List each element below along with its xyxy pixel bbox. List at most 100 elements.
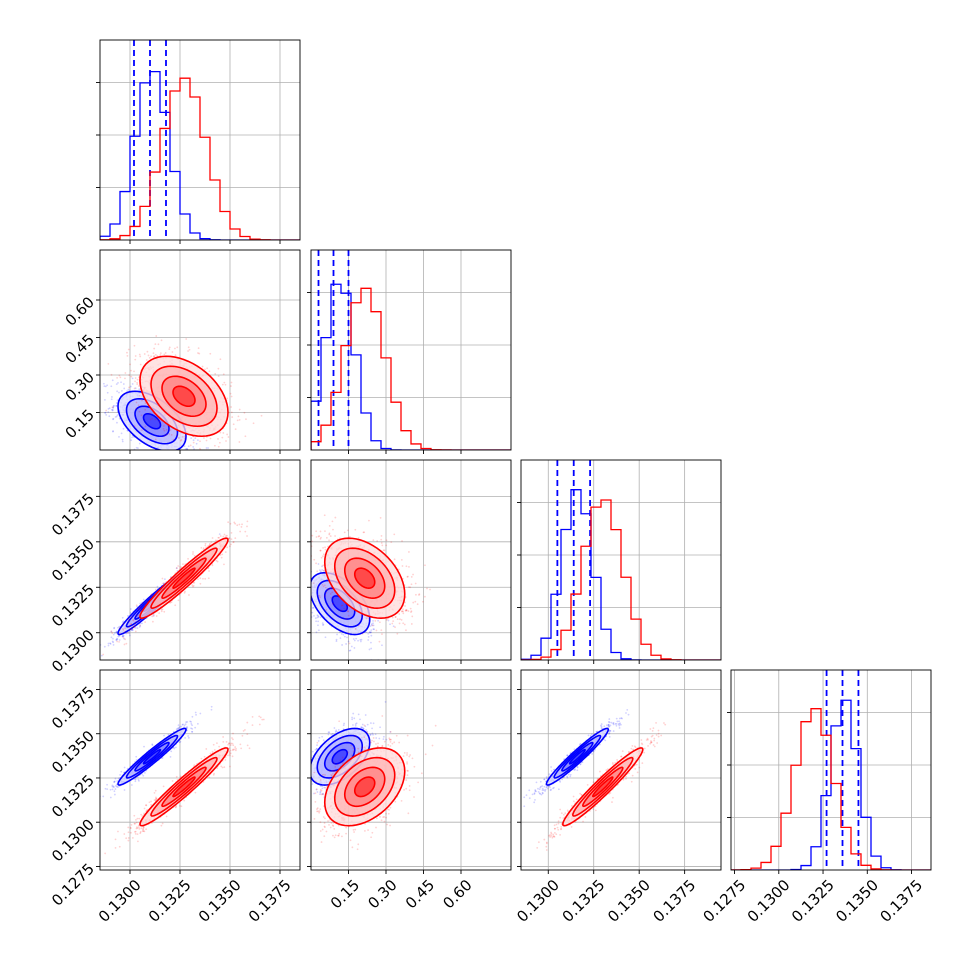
sample-point [165, 428, 168, 431]
sample-point [306, 548, 308, 550]
sample-point [221, 436, 224, 439]
sample-point [230, 406, 233, 408]
sample-point [368, 648, 371, 651]
sample-point [214, 372, 217, 375]
sample-point [110, 398, 113, 401]
sample-point [216, 560, 219, 563]
sample-point [191, 585, 194, 588]
sample-point [218, 441, 221, 444]
sample-point [225, 440, 227, 442]
sample-point [372, 628, 375, 631]
sample-point [302, 604, 304, 606]
sample-point [410, 610, 413, 613]
sample-point [127, 388, 130, 391]
sample-point [134, 626, 137, 629]
sample-point [138, 442, 141, 445]
sample-point [312, 582, 315, 585]
sample-point [134, 621, 137, 623]
sample-point [399, 618, 401, 621]
sample-point [345, 617, 348, 620]
sample-point [345, 643, 348, 645]
sample-point [246, 535, 248, 537]
sample-point [116, 376, 119, 379]
sample-point [205, 439, 208, 442]
sample-point [126, 390, 128, 393]
sample-point [155, 590, 158, 592]
sample-point [130, 616, 133, 619]
sample-point [126, 632, 129, 635]
sample-point [219, 535, 222, 537]
sample-point [230, 395, 233, 398]
sample-point [184, 448, 187, 450]
sample-point [130, 369, 132, 372]
sample-point [134, 630, 137, 633]
sample-point [230, 381, 233, 384]
sample-point [308, 566, 310, 568]
sample-point [223, 533, 226, 536]
sample-point [115, 630, 118, 633]
sample-point [347, 614, 350, 617]
sample-point [369, 631, 372, 634]
sample-point [223, 563, 225, 566]
sample-point [128, 634, 131, 637]
sample-point [111, 409, 114, 412]
sample-point [317, 620, 320, 623]
sample-point [139, 602, 142, 605]
sample-point [213, 444, 216, 447]
sample-point [222, 373, 225, 376]
sample-point [410, 611, 412, 614]
sample-point [322, 585, 325, 588]
sample-point [111, 640, 114, 643]
sample-point [135, 604, 138, 607]
sample-point [239, 530, 242, 533]
sample-point [218, 533, 221, 536]
sample-point [202, 547, 205, 550]
sample-point [368, 631, 371, 634]
sample-point [118, 435, 120, 438]
sample-point [236, 419, 239, 422]
sample-point [134, 358, 137, 361]
sample-point [367, 632, 370, 635]
sample-point [305, 591, 307, 593]
sample-point [141, 622, 143, 625]
sample-point [161, 608, 164, 611]
sample-point [347, 640, 350, 643]
sample-point [204, 542, 207, 545]
sample-point [153, 355, 156, 357]
y-tick-label: 0.1325 [48, 581, 98, 631]
sample-point [228, 537, 231, 540]
sample-point [229, 522, 232, 525]
sample-point [137, 608, 140, 611]
sample-point [138, 410, 141, 413]
panel-content [302, 460, 511, 660]
sample-point [141, 602, 144, 605]
sample-point [307, 604, 309, 606]
sample-point [230, 531, 233, 534]
sample-point [359, 638, 362, 641]
sample-point [320, 536, 322, 539]
sample-point [130, 439, 133, 442]
sample-point [238, 523, 241, 526]
sample-point [370, 624, 373, 627]
sample-point [145, 601, 148, 603]
sample-point [199, 582, 202, 585]
sample-point [320, 556, 323, 559]
sample-point [157, 343, 160, 346]
panel-p0-p1: 0.150.300.450.60 [62, 249, 301, 454]
sample-point [118, 374, 121, 377]
sample-point [115, 415, 118, 418]
sample-point [199, 577, 202, 580]
sample-point [347, 610, 349, 613]
sample-point [115, 632, 118, 634]
sample-point [401, 610, 404, 613]
sample-point [217, 445, 220, 448]
sample-point [122, 635, 125, 637]
sample-point [369, 625, 372, 628]
sample-point [123, 387, 126, 390]
sample-point [381, 544, 384, 547]
sample-point [307, 573, 309, 575]
sample-point [192, 441, 195, 444]
sample-point [112, 406, 115, 409]
sample-point [350, 645, 353, 648]
sample-point [342, 633, 345, 636]
